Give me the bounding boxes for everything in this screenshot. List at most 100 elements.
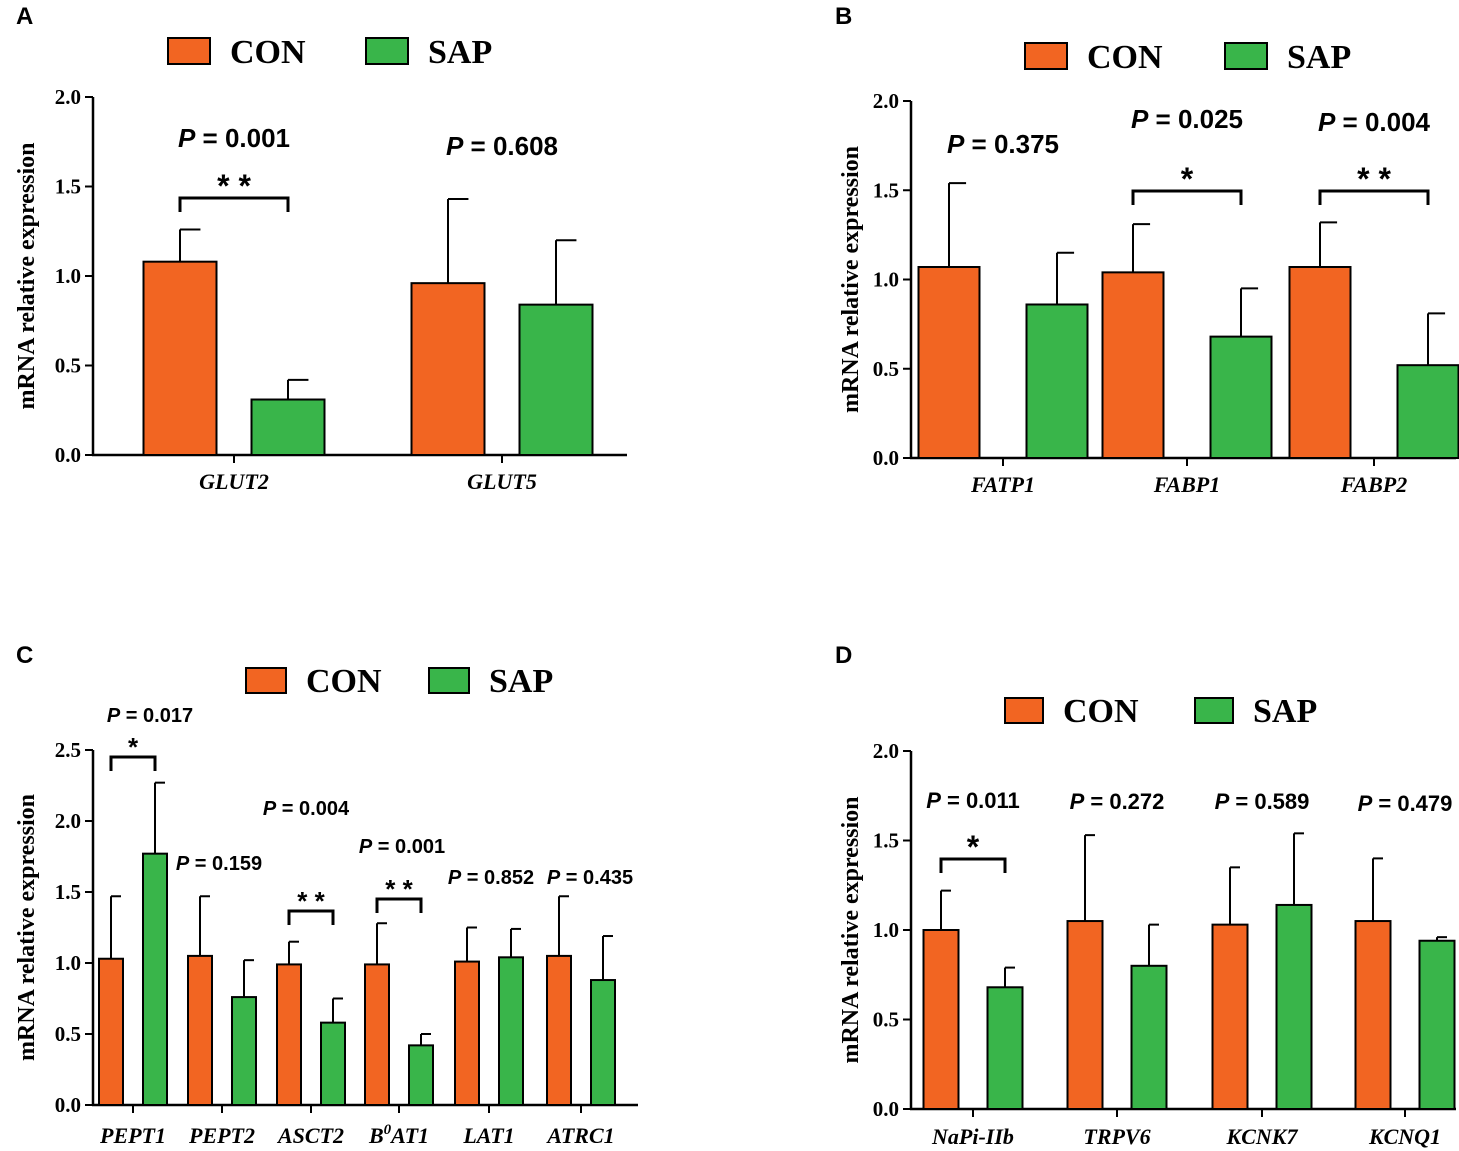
p-value-label: P = 0.589 bbox=[1215, 789, 1310, 814]
significance-stars: * * bbox=[1357, 161, 1391, 197]
y-tick-label: 2.0 bbox=[873, 89, 899, 113]
y-tick-label: 0.5 bbox=[55, 1022, 81, 1046]
significance-bracket bbox=[1131, 189, 1243, 205]
legend-label-sap: SAP bbox=[1253, 693, 1317, 730]
legend-swatch-sap bbox=[365, 37, 409, 65]
y-tick-label: 1.5 bbox=[55, 880, 81, 904]
panel-letter: B bbox=[835, 3, 852, 30]
p-value-label: P = 0.435 bbox=[547, 867, 633, 889]
p-value-label: P = 0.004 bbox=[1318, 107, 1431, 137]
y-tick-label: 1.0 bbox=[873, 268, 899, 292]
legend-label-sap: SAP bbox=[1287, 39, 1351, 76]
bar-sap-glut5 bbox=[518, 303, 594, 457]
y-tick-label: 1.5 bbox=[873, 178, 899, 202]
legend: CON SAP bbox=[1024, 39, 1351, 76]
significance-stars: * bbox=[967, 829, 980, 865]
category-label: FATP1 bbox=[970, 472, 1035, 497]
category-label: PEPT1 bbox=[99, 1123, 166, 1148]
category-label: ATRC1 bbox=[545, 1123, 614, 1148]
y-tick-label: 1.5 bbox=[873, 829, 899, 853]
bar-con-kcnk7 bbox=[1211, 923, 1249, 1110]
bar-sap-napi-iib bbox=[986, 986, 1024, 1111]
legend-swatch-con bbox=[167, 37, 211, 65]
y-axis-label: mRNA relative expression bbox=[838, 146, 864, 413]
y-tick-label: 0.5 bbox=[873, 1008, 899, 1032]
significance-bracket bbox=[287, 909, 335, 925]
panel-letter: A bbox=[16, 3, 33, 30]
y-tick-label: 1.0 bbox=[55, 951, 81, 975]
y-tick-label: 0.5 bbox=[873, 357, 899, 381]
category-label: PEPT2 bbox=[188, 1123, 255, 1148]
y-tick-label: 2.0 bbox=[55, 85, 81, 109]
p-value-label: P = 0.001 bbox=[178, 123, 290, 153]
y-tick-label: 0.5 bbox=[55, 354, 81, 378]
bar-sap-lat1 bbox=[498, 956, 524, 1106]
bar-con-glut2 bbox=[142, 260, 218, 456]
y-tick-label: 0.0 bbox=[873, 1097, 899, 1121]
p-value-label: P = 0.852 bbox=[448, 867, 534, 889]
y-tick-label: 0.0 bbox=[55, 443, 81, 467]
bar-con-lat1 bbox=[454, 960, 480, 1107]
bar-sap-atrc1 bbox=[590, 979, 616, 1106]
significance-bracket bbox=[178, 196, 290, 212]
bar-con-fatp1 bbox=[917, 266, 981, 459]
significance-stars: * bbox=[128, 732, 139, 762]
panel-letter: D bbox=[835, 642, 852, 669]
y-tick-label: 0.0 bbox=[873, 446, 899, 470]
bar-con-napi-iib bbox=[922, 929, 960, 1110]
bar-sap-trpv6 bbox=[1130, 964, 1168, 1110]
y-tick-label: 0.0 bbox=[55, 1093, 81, 1117]
p-value-label: P = 0.001 bbox=[359, 836, 445, 858]
significance-bracket bbox=[939, 857, 1007, 873]
y-tick-label: 2.0 bbox=[55, 809, 81, 833]
legend-label-con: CON bbox=[306, 663, 382, 700]
panel-letter: C bbox=[16, 642, 33, 669]
category-label: LAT1 bbox=[462, 1123, 514, 1148]
legend-swatch-sap bbox=[428, 667, 470, 694]
p-value-label: P = 0.608 bbox=[446, 131, 558, 161]
p-value-label: P = 0.159 bbox=[176, 853, 262, 875]
chart-panel-c: C CON SAP 0.0 0.5 1.0 1.5 2.0 2.5 mRNA relative e… bbox=[14, 642, 638, 1148]
significance-stars: * bbox=[1181, 161, 1194, 197]
bar-con-atrc1 bbox=[546, 954, 572, 1107]
legend-label-con: CON bbox=[230, 34, 306, 71]
category-label: B0AT1 bbox=[368, 1122, 429, 1148]
legend-label-sap: SAP bbox=[489, 663, 553, 700]
legend-swatch-con bbox=[1004, 697, 1044, 724]
category-label: ASCT2 bbox=[276, 1123, 344, 1148]
category-label: GLUT2 bbox=[199, 469, 269, 494]
significance-stars: * * bbox=[297, 886, 325, 916]
significance-bracket bbox=[109, 755, 157, 771]
bar-sap-pept2 bbox=[231, 996, 257, 1107]
legend-label-sap: SAP bbox=[428, 34, 492, 71]
category-label: FABP1 bbox=[1153, 472, 1220, 497]
y-tick-label: 1.0 bbox=[873, 918, 899, 942]
y-axis-label: mRNA relative expression bbox=[838, 796, 864, 1063]
bar-sap-asct2 bbox=[320, 1021, 346, 1107]
significance-stars: * * bbox=[217, 168, 251, 204]
y-tick-label: 1.0 bbox=[55, 264, 81, 288]
bar-sap-pept1 bbox=[142, 852, 168, 1106]
category-label: FABP2 bbox=[1340, 472, 1407, 497]
legend: CON SAP bbox=[167, 34, 492, 71]
y-axis-label: mRNA relative expression bbox=[14, 142, 40, 409]
chart-panel-b: B CON SAP 0.0 0.5 1.0 1.5 2.0 mRNA relative expr… bbox=[835, 3, 1459, 497]
legend-label-con: CON bbox=[1087, 39, 1163, 76]
bar-con-pept1 bbox=[98, 957, 124, 1106]
significance-stars: * * bbox=[385, 874, 413, 904]
bar-con-fabp1 bbox=[1101, 271, 1165, 459]
bar-sap-kcnk7 bbox=[1275, 903, 1313, 1110]
p-value-label: P = 0.017 bbox=[107, 705, 193, 727]
p-value-label: P = 0.025 bbox=[1131, 104, 1243, 134]
chart-panel-a: A CON SAP 0.0 0.5 1.0 1.5 2.0 mRNA relative expr… bbox=[14, 3, 627, 494]
legend-swatch-con bbox=[245, 667, 287, 694]
significance-bracket bbox=[375, 897, 423, 913]
bar-con-trpv6 bbox=[1066, 920, 1104, 1110]
bar-con-kcnq1 bbox=[1354, 920, 1392, 1110]
y-axis-label: mRNA relative expression bbox=[14, 794, 40, 1061]
bar-con-b bbox=[364, 963, 390, 1106]
legend-swatch-sap bbox=[1194, 697, 1234, 724]
p-value-label: P = 0.272 bbox=[1070, 789, 1165, 814]
legend: CON SAP bbox=[1004, 693, 1317, 730]
category-label: KCNQ1 bbox=[1368, 1124, 1441, 1149]
